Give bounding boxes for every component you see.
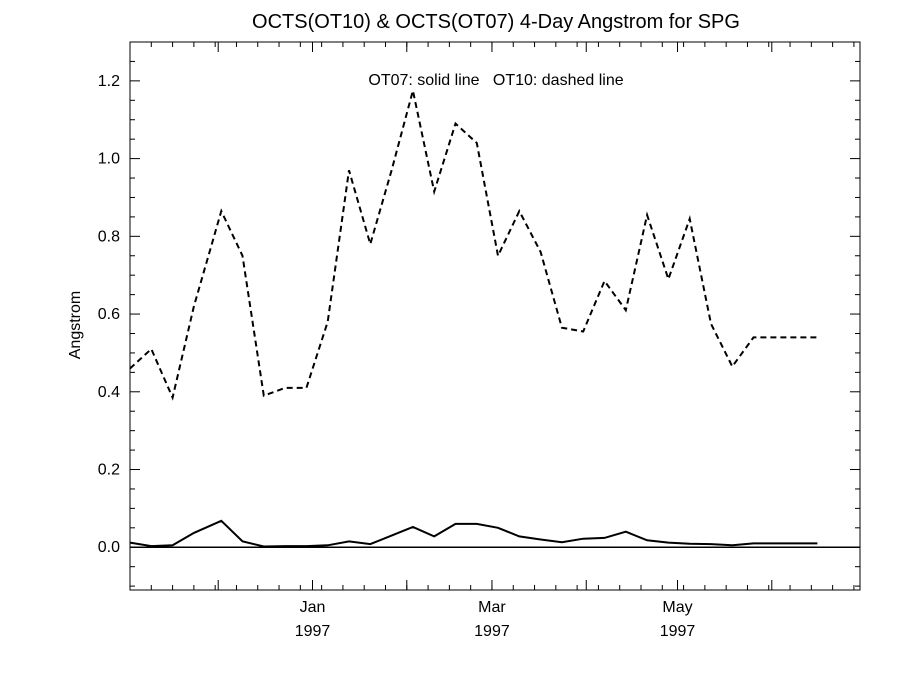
x-tick-label-month: Mar bbox=[478, 599, 506, 616]
y-tick-label: 1.2 bbox=[98, 73, 120, 90]
series-line-ot07 bbox=[130, 519, 818, 548]
x-axis: Jan 1997 Mar 1997 May 1997 bbox=[150, 42, 855, 640]
x-tick-label-month: May bbox=[662, 599, 692, 616]
plot-frame bbox=[129, 41, 861, 591]
y-tick-label: 0.0 bbox=[98, 539, 120, 556]
y-tick-label: 1.0 bbox=[98, 151, 120, 168]
y-axis: 0.0 0.2 0.4 0.6 0.8 1.0 1.2 bbox=[98, 41, 860, 587]
legend-annotation: OT07: solid line OT10: dashed line bbox=[368, 72, 623, 89]
x-tick-label-year: 1997 bbox=[295, 623, 331, 640]
x-tick-label-year: 1997 bbox=[660, 623, 696, 640]
chart-title: OCTS(OT10) & OCTS(OT07) 4-Day Angstrom f… bbox=[252, 11, 740, 33]
x-tick-label-month: Jan bbox=[300, 599, 326, 616]
y-tick-label: 0.4 bbox=[98, 384, 120, 401]
series-layer bbox=[130, 90, 860, 549]
y-axis-label: Angstrom bbox=[67, 291, 84, 359]
y-tick-label: 0.6 bbox=[98, 306, 120, 323]
x-tick-label-year: 1997 bbox=[474, 623, 510, 640]
series-line-ot10 bbox=[130, 90, 818, 401]
y-tick-label: 0.2 bbox=[98, 462, 120, 479]
y-tick-label: 0.8 bbox=[98, 228, 120, 245]
